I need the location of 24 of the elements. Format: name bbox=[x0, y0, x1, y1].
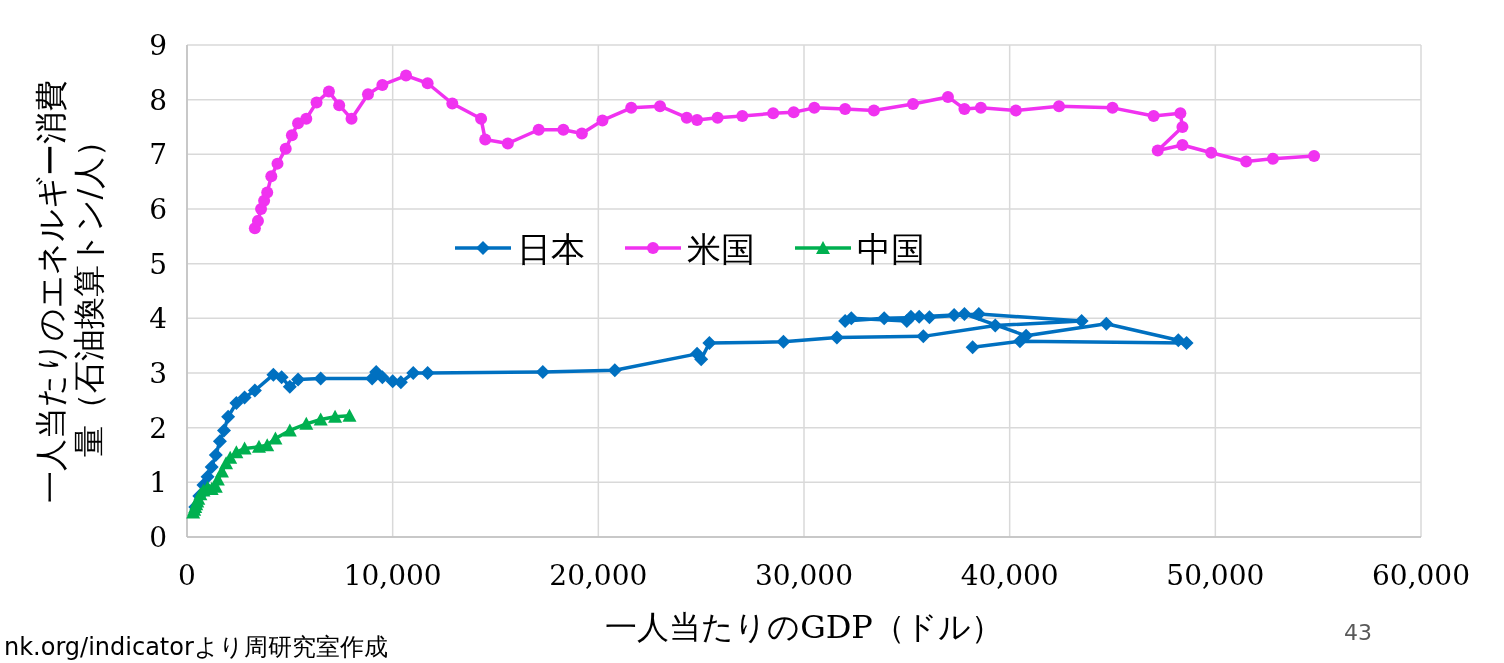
y-tick: 8 bbox=[149, 83, 167, 117]
page-number: 43 bbox=[1344, 620, 1372, 645]
legend-label: 中国 bbox=[857, 229, 925, 269]
y-tick: 1 bbox=[149, 466, 167, 500]
note: nk.org/indicatorより周研究室作成 bbox=[4, 633, 388, 661]
x-title: 一人当たりのGDP（ドル） bbox=[605, 608, 1003, 646]
y-tick: 3 bbox=[149, 357, 167, 390]
y-tick: 2 bbox=[149, 411, 167, 445]
y-tick: 6 bbox=[149, 193, 167, 226]
y-tick: 9 bbox=[149, 29, 167, 62]
y-tick: 0 bbox=[149, 521, 167, 554]
y-tick: 4 bbox=[149, 302, 167, 336]
x-tick: 20,000 bbox=[549, 559, 648, 592]
x-tick: 50,000 bbox=[1166, 559, 1265, 592]
legend-label: 日本 bbox=[517, 229, 585, 269]
x-tick: 60,000 bbox=[1372, 559, 1470, 592]
y-title: 一人当たりのエネルギー消費量（石油換算トン/人） bbox=[32, 79, 108, 503]
x-tick: 40,000 bbox=[960, 559, 1059, 592]
x-tick: 0 bbox=[178, 559, 196, 592]
y-tick: 7 bbox=[149, 138, 167, 172]
x-tick: 30,000 bbox=[755, 559, 853, 592]
legend-label: 米国 bbox=[687, 229, 755, 269]
y-tick: 5 bbox=[149, 247, 167, 281]
x-tick: 10,000 bbox=[343, 559, 442, 592]
